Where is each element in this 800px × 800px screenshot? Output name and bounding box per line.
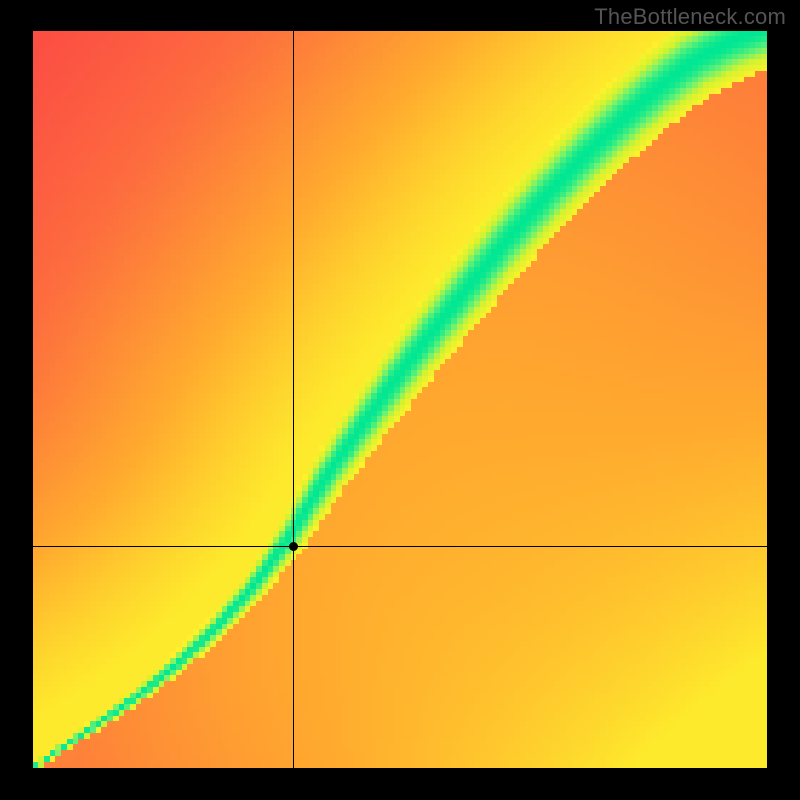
crosshair-vertical xyxy=(293,31,294,768)
heatmap-canvas xyxy=(33,31,767,768)
crosshair-marker xyxy=(289,542,298,551)
crosshair-horizontal xyxy=(33,546,767,547)
chart-container: TheBottleneck.com xyxy=(0,0,800,800)
heatmap-plot xyxy=(33,31,767,768)
watermark-text: TheBottleneck.com xyxy=(594,4,786,30)
